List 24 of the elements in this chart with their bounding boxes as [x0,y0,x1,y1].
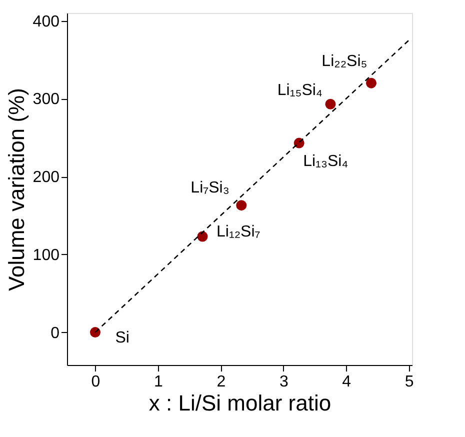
data-label: Li₂₂Si₅ [322,53,368,70]
y-tick-label: 400 [32,13,60,30]
point [90,327,100,338]
y-tick-label: 0 [50,324,60,342]
x-tick-label: 5 [404,374,414,390]
x-tick-label: 4 [342,374,352,390]
x-tick-label: 0 [91,374,100,390]
data-label: Li₁₃Si₄ [303,153,348,170]
x-tick-label: 1 [154,374,163,390]
x-tick-label: 2 [216,374,226,390]
y-tick-label: 300 [32,91,60,108]
x-tick-label: 3 [279,374,288,390]
point [197,231,208,242]
data-label: Li₁₂Si₇ [216,224,260,241]
data-label: Li₁₅Si₄ [277,82,322,100]
data-label: Li₇Si₃ [190,179,230,196]
point [366,78,376,88]
x-axis-title: x : Li/Si molar ratio [148,390,332,416]
y-axis-title: Volume variation (%) [4,88,29,291]
y-tick-label: 200 [32,169,60,186]
point [236,200,247,211]
point [325,98,336,110]
y-tick-label: 100 [32,246,60,264]
data-label: Si [115,329,130,346]
